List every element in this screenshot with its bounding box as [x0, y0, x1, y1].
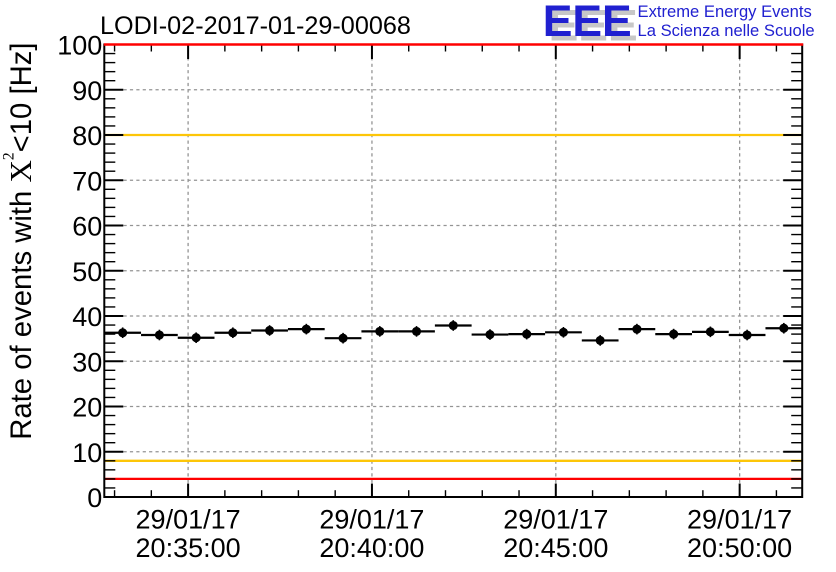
svg-text:30: 30	[72, 347, 102, 377]
svg-text:70: 70	[72, 166, 102, 196]
svg-text:0: 0	[87, 483, 102, 513]
svg-text:29/01/17: 29/01/17	[503, 504, 608, 534]
svg-text:29/01/17: 29/01/17	[319, 504, 424, 534]
svg-text:EEE: EEE	[549, 2, 638, 51]
svg-text:20: 20	[72, 393, 102, 423]
svg-text:La Scienza nelle Scuole: La Scienza nelle Scuole	[638, 21, 815, 40]
svg-text:29/01/17: 29/01/17	[687, 504, 792, 534]
svg-text:10: 10	[72, 438, 102, 468]
svg-text:Extreme Energy Events: Extreme Energy Events	[638, 2, 812, 21]
svg-text:LODI-02-2017-01-29-00068: LODI-02-2017-01-29-00068	[100, 12, 411, 40]
svg-text:40: 40	[72, 302, 102, 332]
svg-text:EEE: EEE	[543, 0, 632, 46]
svg-text:90: 90	[72, 76, 102, 106]
svg-text:29/01/17: 29/01/17	[136, 504, 241, 534]
svg-text:20:50:00: 20:50:00	[687, 533, 792, 563]
svg-text:20:45:00: 20:45:00	[503, 533, 608, 563]
svg-text:100: 100	[57, 31, 102, 61]
svg-text:Rate of events with X2<10 [Hz]: Rate of events with X2<10 [Hz]	[1, 42, 38, 439]
svg-text:60: 60	[72, 212, 102, 242]
svg-text:20:40:00: 20:40:00	[319, 533, 424, 563]
svg-text:80: 80	[72, 121, 102, 151]
svg-text:50: 50	[72, 257, 102, 287]
svg-text:20:35:00: 20:35:00	[136, 533, 241, 563]
